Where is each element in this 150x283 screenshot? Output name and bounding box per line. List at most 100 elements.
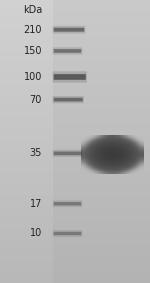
Bar — [52, 277, 150, 278]
Bar — [0, 277, 150, 278]
Bar — [52, 38, 150, 39]
Bar — [0, 39, 150, 40]
Bar — [52, 195, 150, 196]
Bar — [0, 134, 150, 135]
Bar — [0, 165, 150, 166]
Bar — [0, 123, 150, 124]
FancyBboxPatch shape — [54, 28, 84, 32]
Bar — [0, 200, 150, 201]
Bar — [0, 181, 150, 182]
Bar — [0, 149, 150, 150]
Bar — [0, 23, 150, 25]
Bar — [52, 36, 150, 37]
Bar — [0, 60, 150, 61]
Bar — [52, 64, 150, 65]
Bar — [52, 18, 150, 19]
Bar — [0, 97, 150, 98]
Bar — [52, 268, 150, 269]
Bar — [0, 183, 150, 184]
Bar — [0, 201, 150, 202]
Bar — [52, 53, 150, 54]
Bar — [0, 236, 150, 237]
Bar — [52, 211, 150, 212]
Bar — [52, 173, 150, 175]
Bar — [52, 183, 150, 184]
Bar — [52, 113, 150, 114]
Bar — [52, 279, 150, 280]
Bar — [52, 260, 150, 261]
Bar — [0, 85, 150, 86]
Bar — [0, 175, 150, 176]
Bar — [0, 104, 150, 105]
Bar — [0, 83, 150, 84]
Bar — [0, 127, 150, 128]
Bar — [52, 104, 150, 105]
Bar — [52, 107, 150, 108]
Bar — [0, 12, 150, 13]
Bar — [0, 74, 150, 76]
Bar — [52, 175, 150, 176]
Bar — [0, 86, 150, 87]
Bar — [0, 268, 150, 269]
Bar — [0, 112, 150, 113]
Text: 150: 150 — [24, 46, 42, 56]
Bar — [0, 136, 150, 137]
Bar — [0, 247, 150, 248]
Bar — [52, 50, 150, 51]
Bar — [52, 99, 150, 100]
Bar — [52, 106, 150, 107]
Bar — [0, 57, 150, 59]
Bar — [0, 120, 150, 121]
Bar — [52, 63, 150, 64]
Bar — [52, 145, 150, 146]
Bar — [52, 264, 150, 265]
FancyBboxPatch shape — [53, 47, 82, 55]
Bar — [52, 233, 150, 234]
Bar — [0, 261, 150, 262]
Bar — [52, 26, 150, 27]
Bar — [0, 204, 150, 205]
Bar — [52, 46, 150, 47]
Bar — [0, 240, 150, 241]
Bar — [0, 185, 150, 186]
Bar — [52, 167, 150, 168]
Bar — [52, 66, 150, 67]
Bar — [0, 256, 150, 257]
Bar — [52, 187, 150, 188]
Bar — [0, 67, 150, 68]
Bar — [0, 2, 150, 3]
Bar — [0, 46, 150, 47]
Bar — [52, 133, 150, 134]
Bar — [0, 8, 150, 9]
Bar — [52, 111, 150, 112]
Bar — [0, 55, 150, 56]
Bar — [0, 114, 150, 115]
Bar — [52, 221, 150, 222]
Bar — [52, 280, 150, 281]
Bar — [52, 253, 150, 254]
Bar — [0, 263, 150, 264]
Bar — [0, 262, 150, 263]
Bar — [52, 5, 150, 6]
Bar — [0, 6, 150, 7]
Bar — [0, 130, 150, 131]
Bar — [0, 77, 150, 78]
Bar — [0, 142, 150, 143]
Bar — [52, 131, 150, 132]
Bar — [0, 251, 150, 252]
Bar — [0, 233, 150, 234]
Bar — [0, 186, 150, 187]
Bar — [52, 27, 150, 28]
Bar — [52, 193, 150, 194]
Bar — [52, 247, 150, 248]
Bar — [0, 10, 150, 11]
Bar — [0, 278, 150, 279]
Bar — [52, 222, 150, 223]
Bar — [52, 144, 150, 145]
Bar — [52, 37, 150, 38]
Bar — [0, 192, 150, 193]
Bar — [0, 264, 150, 265]
Bar — [0, 72, 150, 73]
Bar — [52, 69, 150, 70]
Bar — [52, 226, 150, 227]
